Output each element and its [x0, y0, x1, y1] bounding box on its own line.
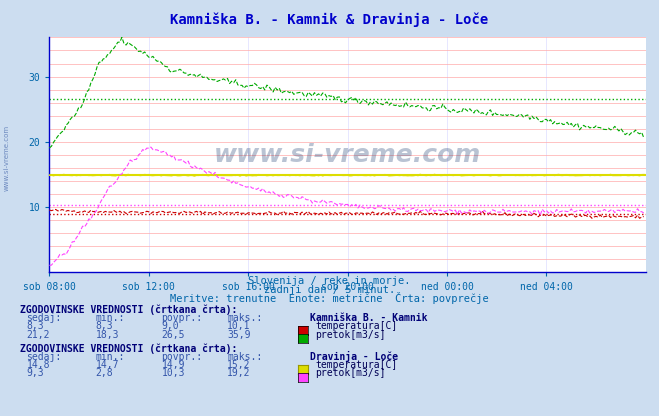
Text: min.:: min.:: [96, 313, 125, 323]
Text: Dravinja - Loče: Dravinja - Loče: [310, 351, 398, 362]
Text: Kamniška B. - Kamnik & Dravinja - Loče: Kamniška B. - Kamnik & Dravinja - Loče: [171, 12, 488, 27]
Text: min.:: min.:: [96, 352, 125, 362]
Text: ZGODOVINSKE VREDNOSTI (črtkana črta):: ZGODOVINSKE VREDNOSTI (črtkana črta):: [20, 305, 237, 315]
Text: 2,8: 2,8: [96, 369, 113, 379]
Text: 10,1: 10,1: [227, 322, 251, 332]
Text: 14,7: 14,7: [96, 360, 119, 370]
Text: 14,8: 14,8: [26, 360, 50, 370]
Text: www.si-vreme.com: www.si-vreme.com: [3, 125, 10, 191]
Text: 21,2: 21,2: [26, 330, 50, 340]
Text: 9,3: 9,3: [26, 369, 44, 379]
Text: 15,2: 15,2: [227, 360, 251, 370]
Text: 8,3: 8,3: [26, 322, 44, 332]
Text: 8,3: 8,3: [96, 322, 113, 332]
Text: pretok[m3/s]: pretok[m3/s]: [315, 330, 386, 340]
Text: maks.:: maks.:: [227, 352, 262, 362]
Text: temperatura[C]: temperatura[C]: [315, 360, 397, 370]
Text: temperatura[C]: temperatura[C]: [315, 322, 397, 332]
Text: 35,9: 35,9: [227, 330, 251, 340]
Text: 18,3: 18,3: [96, 330, 119, 340]
Text: 19,2: 19,2: [227, 369, 251, 379]
Text: 9,0: 9,0: [161, 322, 179, 332]
Text: 26,5: 26,5: [161, 330, 185, 340]
Text: zadnji dan / 5 minut.: zadnji dan / 5 minut.: [264, 285, 395, 295]
Text: Meritve: trenutne  Enote: metrične  Črta: povprečje: Meritve: trenutne Enote: metrične Črta: …: [170, 292, 489, 304]
Text: povpr.:: povpr.:: [161, 352, 202, 362]
Text: maks.:: maks.:: [227, 313, 262, 323]
Text: sedaj:: sedaj:: [26, 352, 61, 362]
Text: ZGODOVINSKE VREDNOSTI (črtkana črta):: ZGODOVINSKE VREDNOSTI (črtkana črta):: [20, 343, 237, 354]
Text: 10,3: 10,3: [161, 369, 185, 379]
Text: www.si-vreme.com: www.si-vreme.com: [214, 143, 481, 167]
Text: Kamniška B. - Kamnik: Kamniška B. - Kamnik: [310, 313, 427, 323]
Text: sedaj:: sedaj:: [26, 313, 61, 323]
Text: 14,9: 14,9: [161, 360, 185, 370]
Text: pretok[m3/s]: pretok[m3/s]: [315, 369, 386, 379]
Text: povpr.:: povpr.:: [161, 313, 202, 323]
Text: Slovenija / reke in morje.: Slovenija / reke in morje.: [248, 276, 411, 286]
